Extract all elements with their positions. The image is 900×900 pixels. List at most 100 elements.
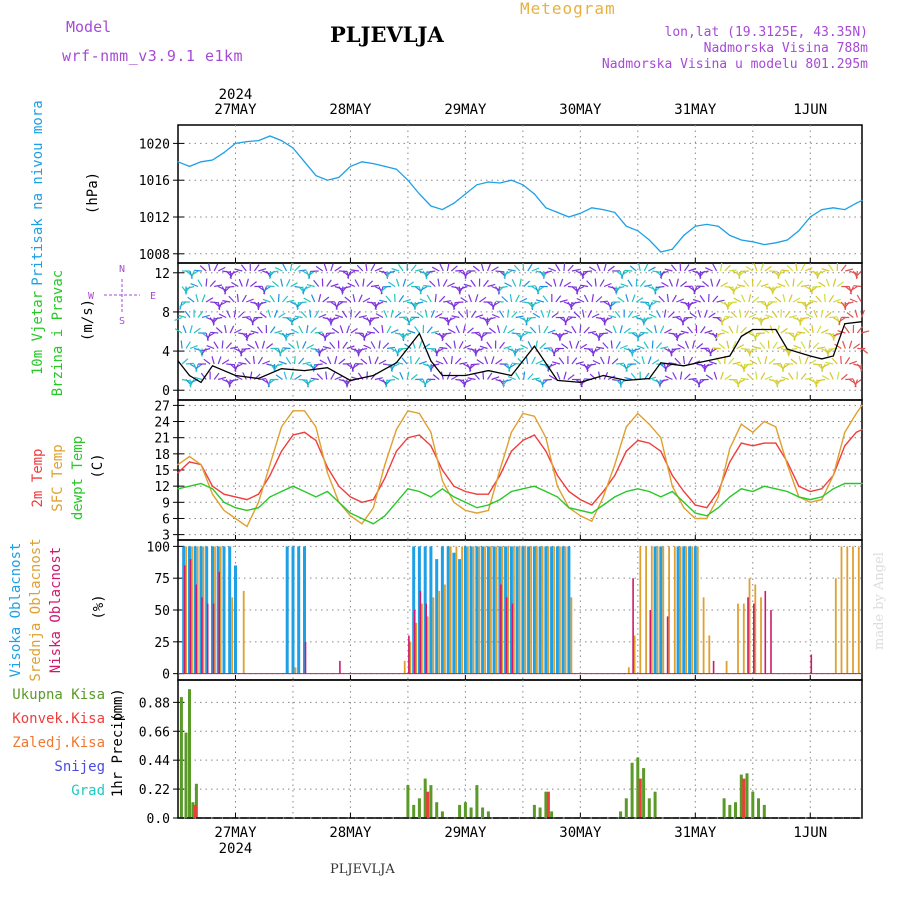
wind-arrow — [358, 347, 368, 351]
wind-arrow — [303, 285, 311, 291]
wind-arrow — [846, 312, 854, 318]
temp-point — [269, 474, 271, 476]
temp-point — [706, 507, 708, 509]
wind-arrow — [836, 281, 845, 287]
temp-point — [556, 496, 559, 498]
temp-point — [545, 490, 547, 493]
wind-arrow — [266, 343, 274, 349]
temp-point — [223, 493, 225, 495]
y-tick-label: 27 — [154, 399, 170, 414]
wind-point — [177, 360, 179, 362]
cloud-bar — [504, 546, 508, 674]
wind-arrow — [205, 278, 208, 287]
wind-arrow — [471, 331, 480, 334]
wind-arrow — [611, 358, 619, 365]
wind-arrow — [448, 328, 456, 334]
wind-arrow — [520, 332, 528, 338]
cloud-bar — [527, 546, 531, 674]
wind-arrow — [215, 327, 223, 334]
cloud-bar — [852, 546, 854, 674]
wind-arrow — [404, 343, 412, 349]
wind-arrow — [208, 262, 211, 272]
bottom-day-label: 29MAY — [444, 825, 487, 841]
wind-arrow — [182, 325, 187, 334]
temp-point — [269, 496, 271, 498]
wind-arrow — [251, 317, 259, 323]
wind-point — [556, 379, 559, 381]
wind-arrow — [602, 342, 609, 349]
cloud-bar — [553, 546, 555, 674]
wind-arrow — [543, 378, 552, 381]
wind-arrow — [679, 371, 683, 380]
cloud-bar — [452, 552, 456, 674]
wind-arrow — [732, 361, 741, 365]
wind-arrow — [197, 279, 203, 287]
wind-point — [418, 332, 420, 335]
wind-arrow — [844, 326, 850, 334]
wind-arrow — [253, 264, 260, 272]
temp-point — [752, 431, 754, 433]
wind-arrow — [813, 309, 818, 318]
cloud-bar — [770, 610, 772, 674]
wind-arrow — [451, 374, 459, 381]
wind-arrow — [503, 378, 512, 383]
precip-bar — [532, 804, 536, 818]
wind-arrow — [633, 358, 641, 365]
pressure-point — [407, 179, 409, 181]
wind-arrow — [748, 313, 757, 319]
temp-point — [602, 496, 604, 498]
wind-arrow — [226, 285, 235, 288]
pressure-point — [614, 211, 616, 213]
precip-bar — [458, 804, 462, 818]
temp-point — [729, 461, 731, 463]
wind-arrow — [391, 363, 400, 368]
temp-point — [326, 466, 328, 468]
cloud-bar — [668, 546, 670, 674]
wind-arrow — [824, 311, 832, 318]
model-elevation-label: Nadmorska Visina u modelu 801.295m — [601, 57, 868, 72]
wind-arrow — [431, 330, 440, 334]
wind-arrow — [178, 314, 187, 319]
wind-arrow — [680, 281, 688, 287]
temp-point — [533, 485, 536, 487]
pressure-point — [453, 202, 455, 204]
wind-arrow — [688, 356, 694, 365]
cloud-bar — [294, 667, 297, 674]
wind-arrow — [641, 356, 645, 365]
pressure-point — [821, 209, 823, 211]
wind-arrow — [581, 309, 585, 318]
cloud-bar — [425, 603, 427, 674]
wind-arrow — [360, 358, 368, 365]
temp-point — [487, 504, 489, 506]
cloud-bar — [747, 597, 749, 674]
pressure-point — [499, 182, 501, 184]
wind-arrow — [776, 345, 785, 350]
wind-arrow — [739, 309, 742, 318]
wind-arrow — [217, 356, 222, 365]
temp-point — [568, 507, 570, 509]
temp-point — [591, 504, 593, 506]
cloud-bar — [461, 546, 463, 674]
wind-arrow — [809, 299, 818, 303]
temp-point — [671, 474, 673, 476]
cloud-bar — [484, 546, 486, 674]
cloud-bar — [688, 546, 692, 674]
wind-arrow — [414, 326, 420, 334]
wind-arrow — [350, 328, 358, 334]
precip-bar — [179, 697, 183, 818]
wind-arrow — [576, 297, 585, 303]
temp-point — [614, 464, 616, 466]
temp-point — [499, 474, 501, 476]
y-tick-label: 0.66 — [139, 725, 170, 740]
pressure-point — [476, 184, 478, 186]
wind-arrow — [832, 278, 837, 287]
temp-point — [349, 512, 351, 514]
wind-arrow — [760, 372, 766, 380]
wind-arrow — [513, 264, 521, 272]
wind-arrow — [744, 310, 750, 318]
wind-arrow — [547, 309, 551, 318]
wind-arrow — [455, 301, 464, 304]
wind-arrow — [457, 311, 464, 318]
cloud-bar — [444, 584, 446, 674]
wind-arrow — [213, 372, 220, 380]
